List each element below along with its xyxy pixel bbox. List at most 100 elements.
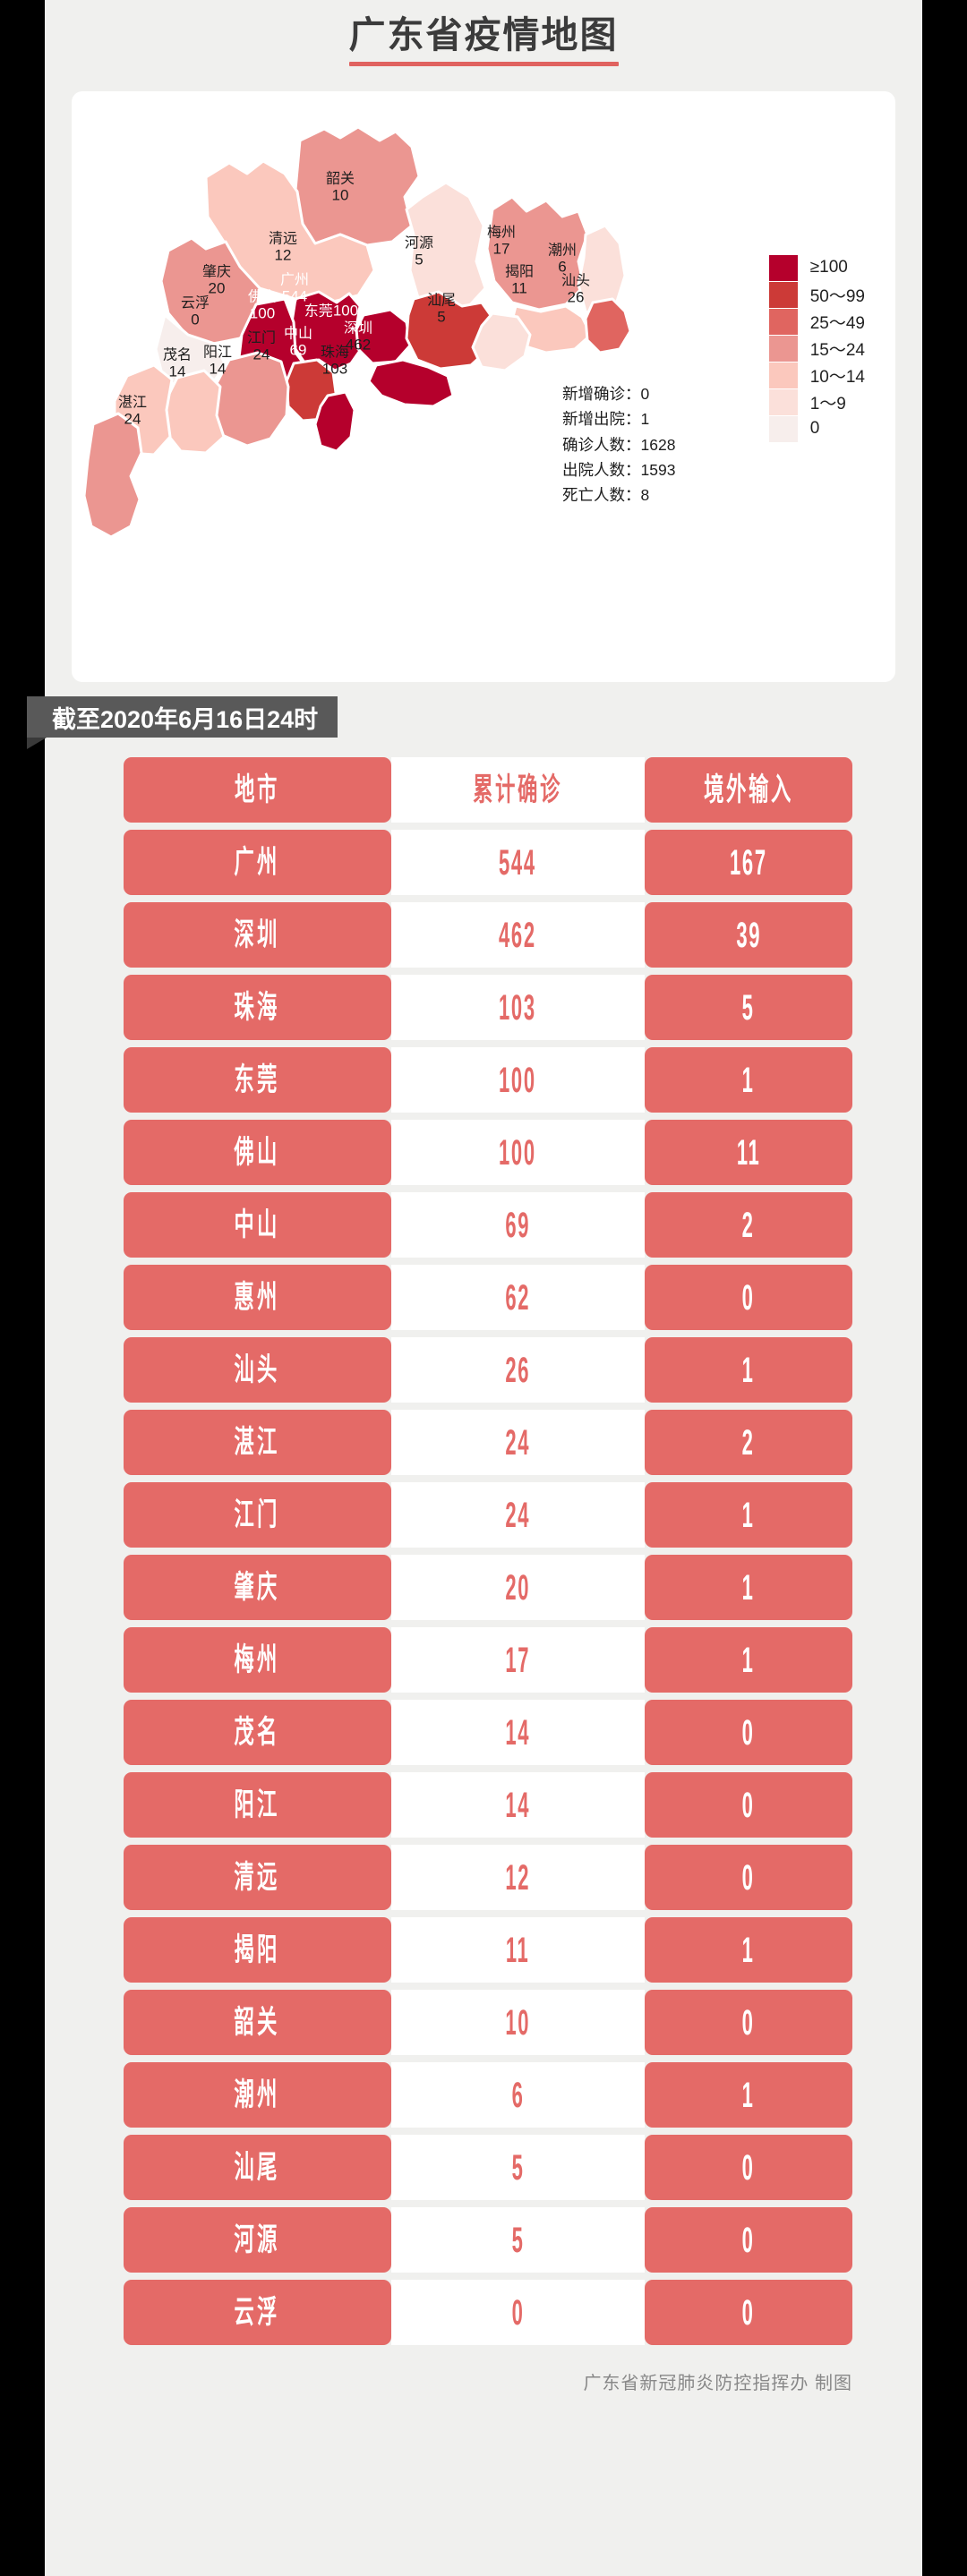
cell-imported-value: 1 — [742, 1495, 756, 1535]
map-region-dongguan — [355, 308, 412, 365]
cell-imported-value: 0 — [742, 1277, 756, 1318]
table-row[interactable]: 佛山 100 11 — [124, 1120, 852, 1185]
cell-imported: 1 — [645, 1917, 852, 1983]
cell-imported: 0 — [645, 1990, 852, 2055]
cell-imported-value: 1 — [742, 1567, 756, 1608]
map-stat-line-2: 确诊人数：1628 — [562, 435, 676, 454]
map-region-yangjiang — [163, 369, 226, 455]
table-row[interactable]: 湛江 24 2 — [124, 1410, 852, 1475]
column-header-city: 地市 — [124, 757, 391, 823]
cell-city-label: 江门 — [234, 1497, 280, 1532]
cell-imported-value: 0 — [742, 2147, 756, 2188]
cell-city-label: 汕头 — [234, 1352, 280, 1387]
table-row[interactable]: 清远 12 0 — [124, 1845, 852, 1910]
table-row[interactable]: 广州 544 167 — [124, 830, 852, 895]
cell-city: 江门 — [124, 1482, 391, 1548]
cell-confirmed-value: 462 — [499, 915, 537, 955]
cell-imported-value: 2 — [742, 1422, 756, 1463]
cell-city-label: 汕尾 — [234, 2150, 280, 2185]
cell-confirmed: 11 — [390, 1917, 646, 1983]
map-region-shenzhen — [367, 358, 455, 408]
cell-city-label: 中山 — [234, 1207, 280, 1242]
cell-confirmed: 5 — [390, 2135, 646, 2200]
cell-imported: 167 — [645, 830, 852, 895]
cell-confirmed: 14 — [390, 1700, 646, 1765]
cell-imported: 2 — [645, 1192, 852, 1258]
cell-city-label: 潮州 — [234, 2077, 280, 2112]
table-row[interactable]: 梅州 17 1 — [124, 1627, 852, 1693]
legend-swatch — [768, 388, 798, 415]
legend-label: 0 — [809, 419, 820, 438]
date-ribbon: 截至2020年6月16日24时 — [27, 696, 338, 738]
column-header-city-label: 地市 — [235, 772, 280, 807]
cell-imported-value: 1 — [742, 1640, 756, 1680]
legend-label: 50～99 — [809, 286, 865, 306]
legend-swatch — [768, 281, 798, 308]
cell-confirmed: 17 — [390, 1627, 646, 1693]
poster-root: 广东省疫情地图 — [27, 0, 922, 2576]
cell-city-label: 佛山 — [234, 1135, 280, 1170]
table-row[interactable]: 汕头 26 1 — [124, 1337, 852, 1403]
city-stats-table: 地市 累计确诊 境外输入 广州 544 167 深圳 462 39 珠海 103 5 东莞 100 1… — [124, 757, 852, 2345]
cell-confirmed-value: 5 — [511, 2147, 525, 2188]
legend-label: 10～14 — [809, 367, 865, 387]
cell-confirmed-value: 69 — [505, 1205, 531, 1245]
table-row[interactable]: 韶关 10 0 — [124, 1990, 852, 2055]
map-region-shantou — [584, 297, 632, 354]
cell-imported-value: 167 — [730, 842, 767, 883]
table-row[interactable]: 中山 69 2 — [124, 1192, 852, 1258]
guangdong-choropleth-map — [82, 125, 632, 539]
table-row[interactable]: 肇庆 20 1 — [124, 1555, 852, 1620]
cell-imported-value: 1 — [742, 1930, 756, 1970]
cell-city-label: 茂名 — [234, 1715, 280, 1750]
table-row[interactable]: 珠海 103 5 — [124, 975, 852, 1040]
legend-row-1: 50～99 — [768, 281, 865, 308]
cell-confirmed-value: 26 — [505, 1350, 531, 1390]
map-legend: ≥100 50～99 25～49 15～24 10～14 1～9 0 — [768, 254, 865, 442]
cell-confirmed: 20 — [390, 1555, 646, 1620]
cell-confirmed: 544 — [390, 830, 646, 895]
cell-confirmed-value: 17 — [505, 1640, 531, 1680]
cell-imported-value: 1 — [742, 1060, 756, 1100]
map-stat-line-3: 出院人数：1593 — [562, 461, 676, 480]
cell-imported: 0 — [645, 2280, 852, 2345]
cell-confirmed: 0 — [390, 2280, 646, 2345]
map-region-guangzhou — [290, 290, 365, 372]
cell-city-label: 梅州 — [234, 1642, 280, 1677]
cell-imported: 39 — [645, 902, 852, 968]
cell-confirmed-value: 103 — [499, 987, 537, 1028]
table-row[interactable]: 云浮 0 0 — [124, 2280, 852, 2345]
cell-confirmed: 69 — [390, 1192, 646, 1258]
legend-label: ≥100 — [809, 258, 848, 277]
table-row[interactable]: 河源 5 0 — [124, 2207, 852, 2273]
table-row[interactable]: 潮州 6 1 — [124, 2062, 852, 2128]
legend-swatch — [768, 308, 798, 335]
cell-imported-value: 1 — [742, 1350, 756, 1390]
cell-imported-value: 0 — [742, 1712, 756, 1753]
cell-city: 茂名 — [124, 1700, 391, 1765]
cell-imported-value: 0 — [742, 1857, 756, 1898]
table-row[interactable]: 深圳 462 39 — [124, 902, 852, 968]
cell-imported: 11 — [645, 1120, 852, 1185]
cell-city-label: 云浮 — [234, 2295, 280, 2330]
table-row[interactable]: 阳江 14 0 — [124, 1772, 852, 1838]
cell-city: 广州 — [124, 830, 391, 895]
cell-city: 阳江 — [124, 1772, 391, 1838]
cell-city: 潮州 — [124, 2062, 391, 2128]
cell-confirmed-value: 12 — [505, 1857, 531, 1898]
cell-confirmed-value: 11 — [506, 1930, 530, 1970]
cell-confirmed-value: 10 — [505, 2002, 531, 2043]
table-row[interactable]: 东莞 100 1 — [124, 1047, 852, 1113]
cell-imported: 1 — [645, 2062, 852, 2128]
table-row[interactable]: 江门 24 1 — [124, 1482, 852, 1548]
cell-city-label: 阳江 — [234, 1787, 280, 1822]
table-row[interactable]: 汕尾 5 0 — [124, 2135, 852, 2200]
cell-confirmed-value: 544 — [499, 842, 537, 883]
legend-row-3: 15～24 — [768, 335, 865, 362]
table-row[interactable]: 茂名 14 0 — [124, 1700, 852, 1765]
table-row[interactable]: 惠州 62 0 — [124, 1265, 852, 1330]
cell-confirmed: 5 — [390, 2207, 646, 2273]
table-row[interactable]: 揭阳 11 1 — [124, 1917, 852, 1983]
cell-city-label: 广州 — [234, 845, 280, 880]
cell-confirmed: 24 — [390, 1410, 646, 1475]
